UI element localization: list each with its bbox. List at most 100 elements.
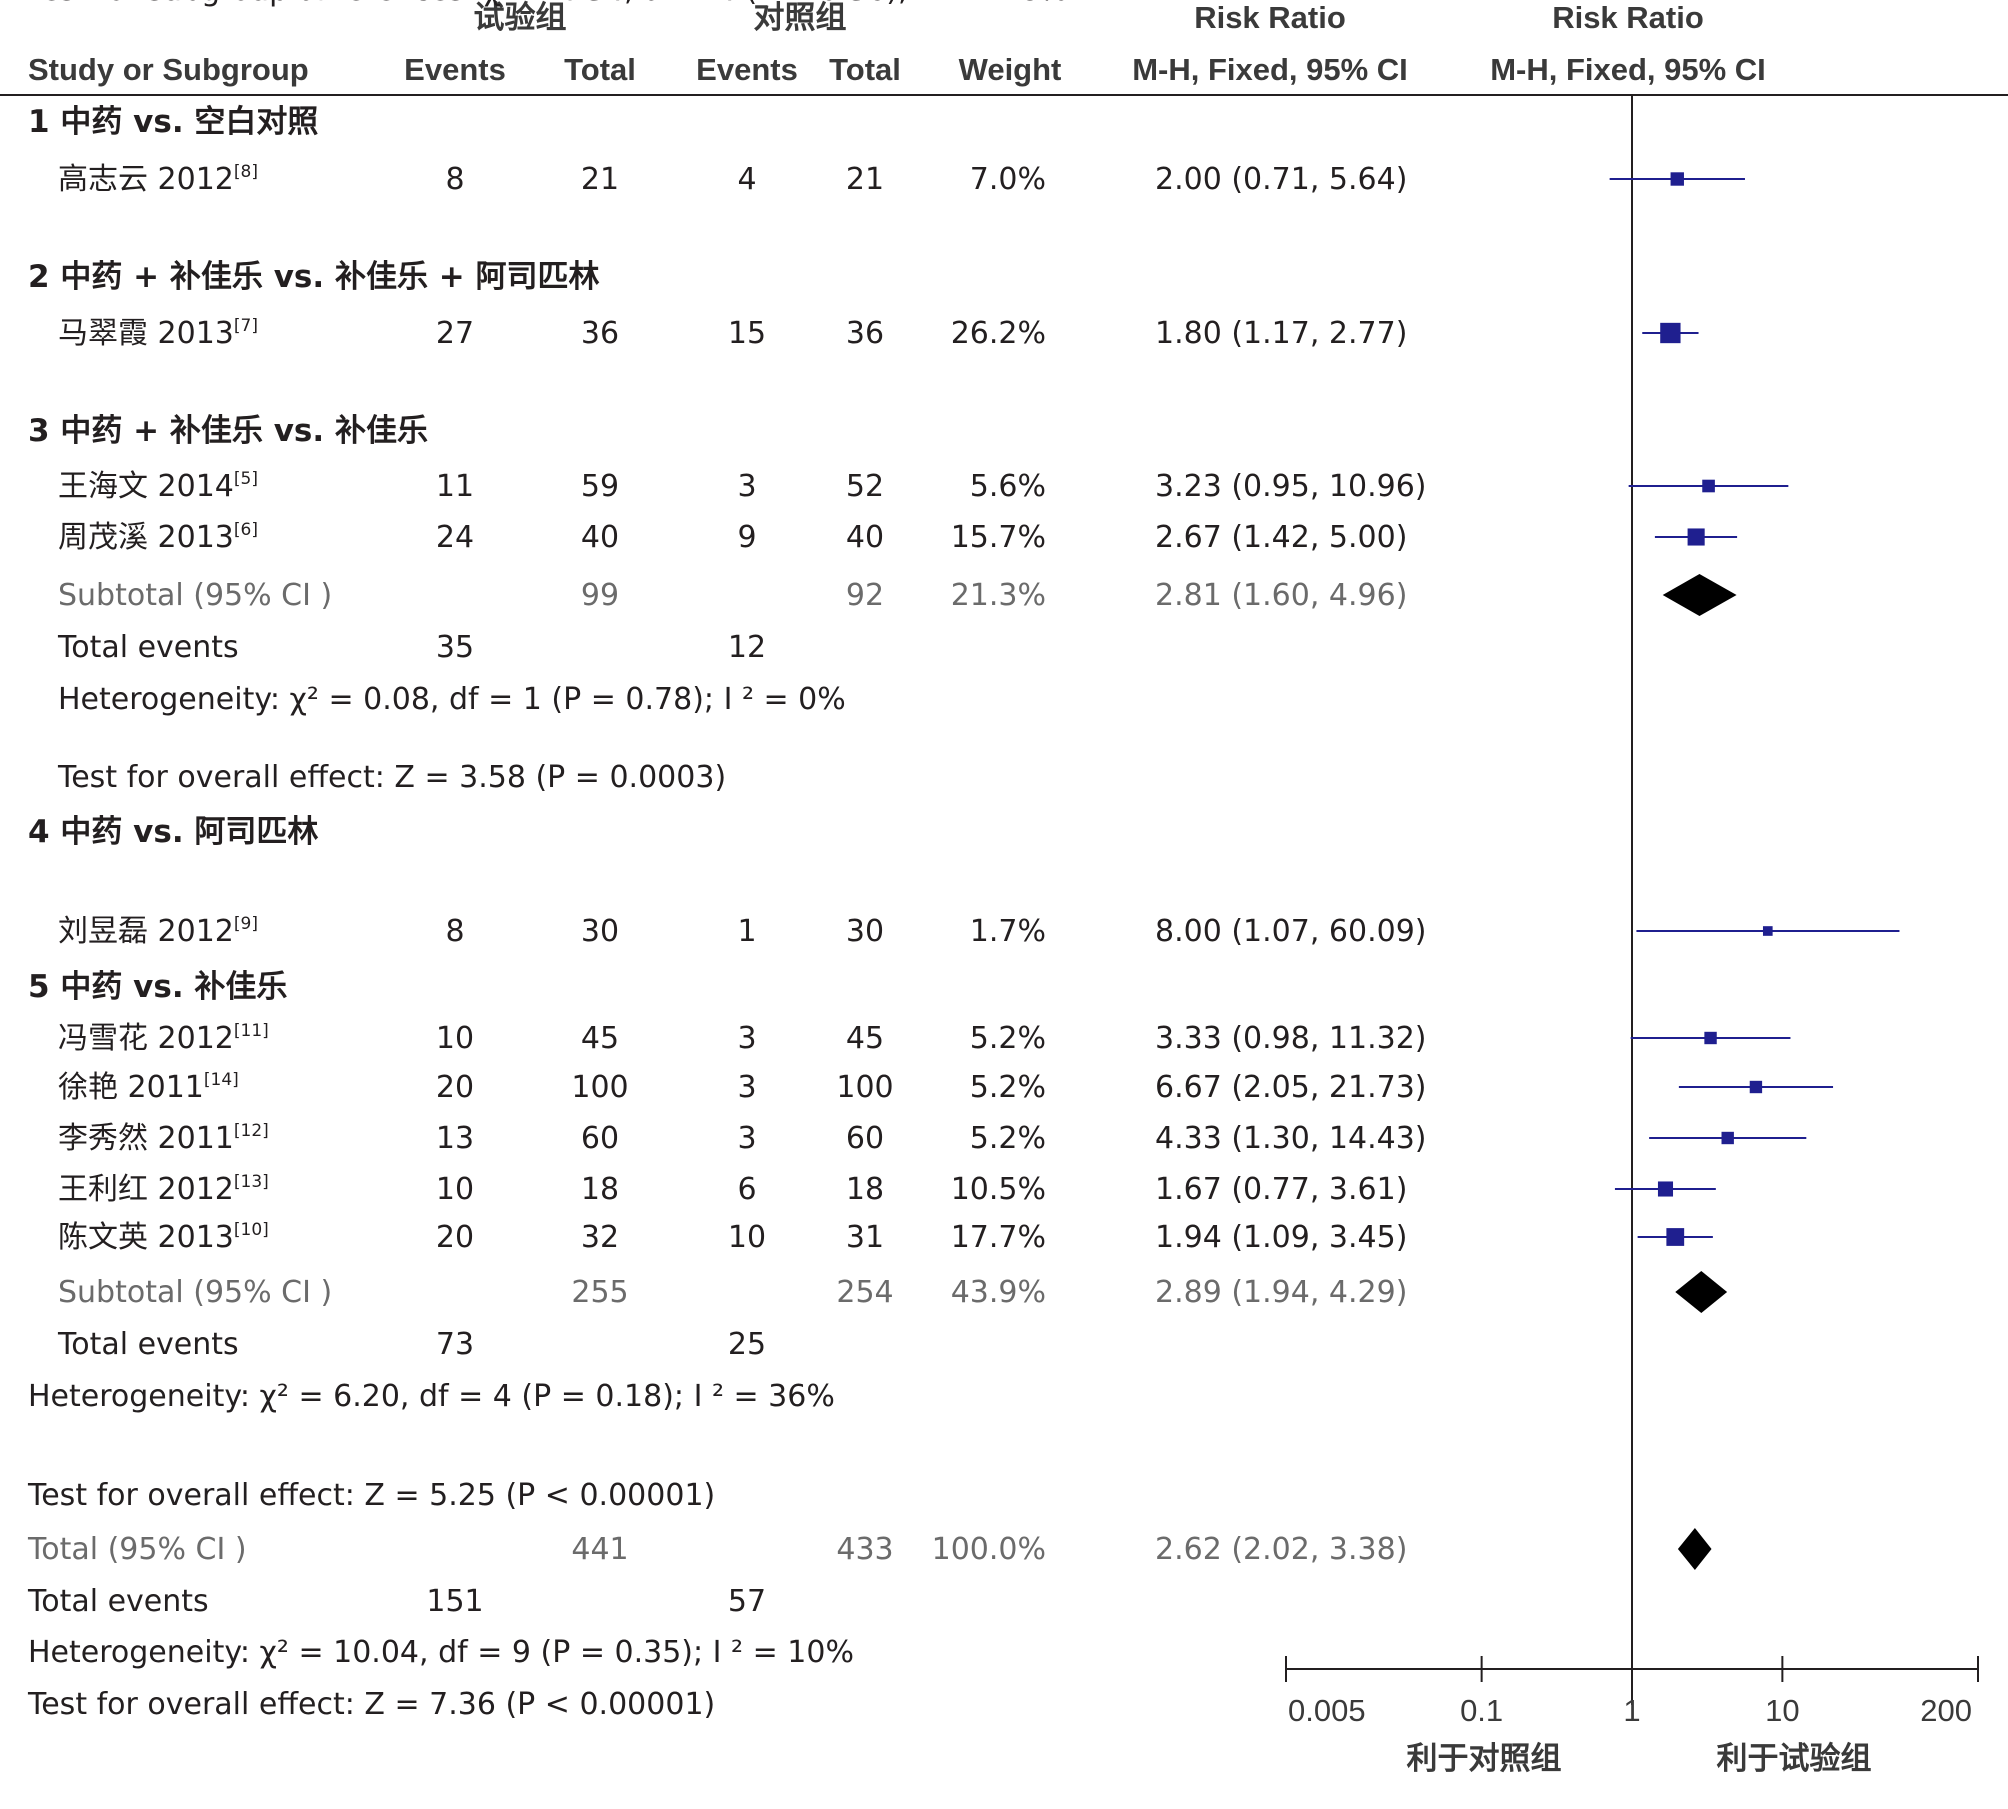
point-estimate-square bbox=[1666, 1228, 1685, 1246]
exp-total: 60 bbox=[581, 1121, 619, 1156]
exp-events: 20 bbox=[436, 1220, 474, 1255]
subtotal-label: Subtotal (95% CI ) bbox=[58, 1275, 332, 1310]
ctrl-events: 15 bbox=[728, 316, 766, 351]
ctrl-events: 3 bbox=[737, 1021, 756, 1056]
study-name: 王利红 2012[13] bbox=[58, 1172, 269, 1207]
exp-events: 35 bbox=[436, 630, 474, 665]
header-weight: Weight bbox=[959, 52, 1062, 87]
risk-ratio-ci: 1.80 (1.17, 2.77) bbox=[1155, 316, 1407, 351]
exp-events: 8 bbox=[445, 914, 464, 949]
subgroup-heading: 1 中药 vs. 空白对照 bbox=[28, 104, 318, 140]
ctrl-total: 21 bbox=[846, 162, 884, 197]
exp-events: 73 bbox=[436, 1327, 474, 1362]
ctrl-events: 57 bbox=[728, 1584, 766, 1619]
ctrl-events: 10 bbox=[728, 1220, 766, 1255]
ctrl-total: 36 bbox=[846, 316, 884, 351]
weight: 17.7% bbox=[951, 1220, 1046, 1255]
exp-total: 32 bbox=[581, 1220, 619, 1255]
point-estimate-square bbox=[1749, 1080, 1763, 1094]
point-estimate-square bbox=[1704, 1031, 1717, 1045]
weight: 43.9% bbox=[951, 1275, 1046, 1310]
weight: 5.2% bbox=[970, 1070, 1046, 1105]
ctrl-total: 18 bbox=[846, 1172, 884, 1207]
weight: 21.3% bbox=[951, 578, 1046, 613]
ctrl-events: 4 bbox=[737, 162, 756, 197]
x-tick-label: 10 bbox=[1765, 1693, 1799, 1728]
weight: 1.7% bbox=[970, 914, 1046, 949]
exp-events: 8 bbox=[445, 162, 464, 197]
study-name: 周茂溪 2013[6] bbox=[58, 520, 258, 555]
study-ref: [12] bbox=[234, 1121, 269, 1141]
stat-note: Heterogeneity: χ² = 6.20, df = 4 (P = 0.… bbox=[28, 1379, 835, 1414]
risk-ratio-ci: 1.94 (1.09, 3.45) bbox=[1155, 1220, 1407, 1255]
header-ctrl-events: Events bbox=[696, 52, 798, 87]
risk-ratio-ci: 2.62 (2.02, 3.38) bbox=[1155, 1532, 1407, 1567]
ctrl-events: 1 bbox=[737, 914, 756, 949]
study-name: 陈文英 2013[10] bbox=[58, 1220, 269, 1255]
ctrl-total: 45 bbox=[846, 1021, 884, 1056]
risk-ratio-ci: 6.67 (2.05, 21.73) bbox=[1155, 1070, 1427, 1105]
exp-events: 10 bbox=[436, 1021, 474, 1056]
study-name: 李秀然 2011[12] bbox=[58, 1121, 269, 1156]
exp-total: 40 bbox=[581, 520, 619, 555]
ctrl-events: 3 bbox=[737, 469, 756, 504]
study-name: 高志云 2012[8] bbox=[58, 162, 258, 197]
x-tick-label: 200 bbox=[1920, 1693, 1972, 1728]
weight: 26.2% bbox=[951, 316, 1046, 351]
stat-note: Heterogeneity: χ² = 0.08, df = 1 (P = 0.… bbox=[58, 682, 846, 717]
header-ctrl-total: Total bbox=[829, 52, 901, 87]
exp-events: 10 bbox=[436, 1172, 474, 1207]
x-tick-label: 0.005 bbox=[1288, 1693, 1366, 1728]
study-ref: [7] bbox=[234, 316, 258, 336]
header-rr-title-1: Risk Ratio bbox=[1194, 0, 1346, 35]
point-estimate-square bbox=[1702, 479, 1715, 493]
study-ref: [11] bbox=[234, 1021, 269, 1041]
risk-ratio-ci: 2.81 (1.60, 4.96) bbox=[1155, 578, 1407, 613]
pooled-estimate-diamond bbox=[1662, 574, 1737, 616]
ctrl-events: 3 bbox=[737, 1070, 756, 1105]
header-exp-group: 试验组 bbox=[474, 0, 567, 35]
exp-events: 20 bbox=[436, 1070, 474, 1105]
ctrl-total: 254 bbox=[836, 1275, 893, 1310]
favours-experimental-label: 利于试验组 bbox=[1717, 1741, 1872, 1777]
stat-note: Test for overall effect: Z = 3.58 (P = 0… bbox=[57, 760, 726, 795]
exp-events: 13 bbox=[436, 1121, 474, 1156]
favours-control-label: 利于对照组 bbox=[1407, 1741, 1562, 1777]
study-ref: [5] bbox=[234, 469, 258, 489]
ctrl-total: 60 bbox=[846, 1121, 884, 1156]
exp-total: 36 bbox=[581, 316, 619, 351]
study-ref: [6] bbox=[234, 520, 258, 540]
point-estimate-square bbox=[1721, 1131, 1734, 1145]
ctrl-total: 92 bbox=[846, 578, 884, 613]
x-tick-label: 1 bbox=[1623, 1693, 1640, 1728]
ctrl-events: 3 bbox=[737, 1121, 756, 1156]
ctrl-total: 30 bbox=[846, 914, 884, 949]
header-study: Study or Subgroup bbox=[28, 52, 309, 87]
risk-ratio-ci: 2.89 (1.94, 4.29) bbox=[1155, 1275, 1407, 1310]
study-name: 刘昱磊 2012[9] bbox=[58, 914, 258, 949]
header-exp-total: Total bbox=[564, 52, 636, 87]
exp-total: 21 bbox=[581, 162, 619, 197]
weight: 5.2% bbox=[970, 1121, 1046, 1156]
study-name: 冯雪花 2012[11] bbox=[58, 1021, 269, 1056]
header-exp-events: Events bbox=[404, 52, 506, 87]
stat-note: Heterogeneity: χ² = 10.04, df = 9 (P = 0… bbox=[28, 1635, 854, 1670]
study-ref: [9] bbox=[234, 914, 258, 934]
x-tick-label: 0.1 bbox=[1460, 1693, 1503, 1728]
exp-events: 24 bbox=[436, 520, 474, 555]
ctrl-total: 40 bbox=[846, 520, 884, 555]
weight: 100.0% bbox=[932, 1532, 1046, 1567]
exp-total: 100 bbox=[571, 1070, 628, 1105]
exp-total: 30 bbox=[581, 914, 619, 949]
study-ref: [8] bbox=[234, 162, 258, 182]
ctrl-events: 9 bbox=[737, 520, 756, 555]
subgroup-heading: 3 中药 + 补佳乐 vs. 补佳乐 bbox=[28, 413, 428, 449]
subtotal-label: Subtotal (95% CI ) bbox=[58, 578, 332, 613]
study-ref: [13] bbox=[234, 1172, 269, 1192]
pooled-estimate-diamond bbox=[1677, 1528, 1712, 1570]
pooled-estimate-diamond bbox=[1675, 1271, 1728, 1313]
subtotal-label: Total (95% CI ) bbox=[27, 1532, 247, 1567]
study-ref: [14] bbox=[204, 1070, 239, 1090]
ctrl-events: 25 bbox=[728, 1327, 766, 1362]
